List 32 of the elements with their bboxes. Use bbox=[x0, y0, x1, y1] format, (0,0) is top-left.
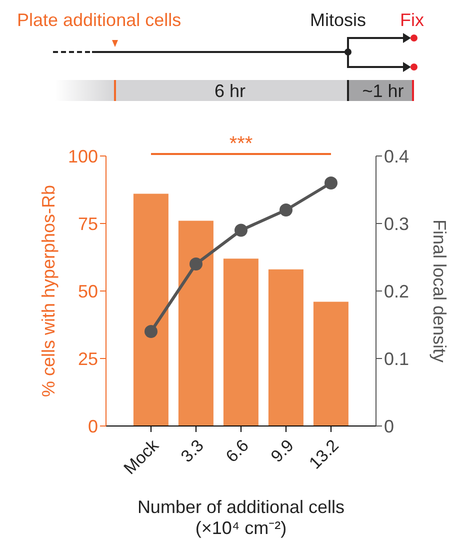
y-axis-title: % cells with hyperphos-Rb bbox=[38, 184, 58, 398]
y2-tick-label: 0.1 bbox=[384, 348, 410, 369]
bar bbox=[223, 258, 258, 426]
point bbox=[324, 176, 338, 190]
x-tick-label: 6.6 bbox=[222, 436, 252, 466]
text: Mitosis bbox=[310, 10, 366, 30]
point bbox=[280, 204, 292, 216]
y-tick-label: 100 bbox=[68, 146, 98, 166]
bar bbox=[133, 194, 168, 426]
bar bbox=[178, 220, 214, 426]
y2-axis-title: Final local density bbox=[430, 219, 450, 363]
y2-tick-label: 0 bbox=[384, 416, 394, 436]
y-tick-label: 75 bbox=[78, 214, 98, 234]
y2-tick-label: 0.2 bbox=[384, 281, 410, 302]
bar bbox=[268, 269, 304, 426]
text: Fix bbox=[400, 10, 424, 30]
text: *** bbox=[229, 133, 253, 155]
y2-tick-label: 0.4 bbox=[384, 146, 410, 166]
y-tick-label: 50 bbox=[78, 281, 98, 302]
bar bbox=[313, 302, 348, 426]
text: ~1 hr bbox=[362, 81, 404, 101]
y-tick-label: 0 bbox=[88, 416, 98, 436]
x-axis-title: Number of additional cells (×10⁴ cm⁻²) bbox=[137, 497, 345, 538]
y2-tick-label: 0.3 bbox=[384, 214, 410, 234]
point bbox=[190, 258, 202, 270]
text: 6 hr bbox=[214, 81, 246, 101]
x-tick-label: 3.3 bbox=[177, 436, 208, 466]
point bbox=[234, 224, 248, 237]
x-tick-label: 9.9 bbox=[267, 436, 298, 466]
point bbox=[144, 325, 158, 338]
y-tick-label: 25 bbox=[78, 348, 98, 369]
text: Plate additional cells bbox=[17, 10, 182, 30]
